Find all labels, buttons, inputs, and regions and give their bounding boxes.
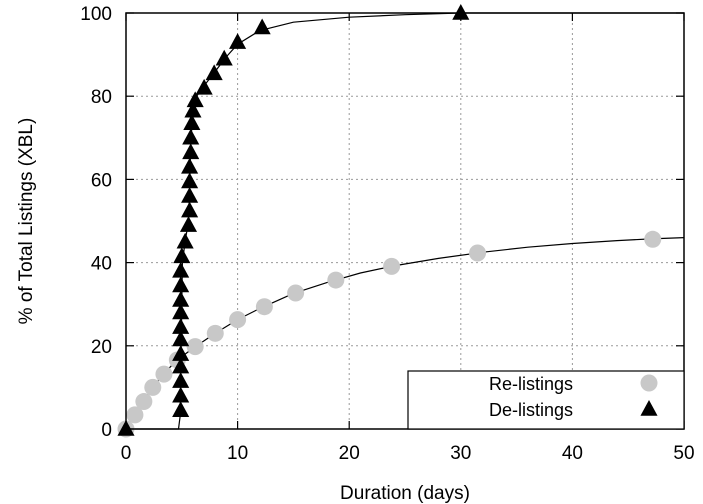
- plot-frame: [125, 12, 685, 430]
- point-delistings: [181, 187, 199, 203]
- point-delistings: [172, 261, 190, 278]
- point-relistings: [186, 338, 204, 356]
- point-delistings: [172, 291, 190, 307]
- point-delistings: [181, 157, 199, 174]
- y-tick-label: 80: [91, 87, 112, 108]
- point-relistings: [135, 393, 153, 411]
- y-tick-label: 0: [101, 420, 112, 441]
- point-delistings: [172, 276, 190, 293]
- point-relistings: [287, 284, 305, 302]
- legend-label-delistings: De-listings: [489, 400, 573, 420]
- x-axis-label: Duration (days): [340, 483, 470, 504]
- legend-marker-relistings: [640, 374, 658, 392]
- x-tick-label: 50: [673, 443, 694, 464]
- legend-markers: [640, 374, 658, 416]
- point-delistings: [183, 114, 201, 130]
- x-tick-label: 0: [121, 443, 132, 464]
- grid: [126, 13, 684, 429]
- point-delistings: [172, 318, 190, 334]
- point-delistings: [172, 401, 190, 418]
- point-delistings: [181, 172, 199, 189]
- point-delistings: [182, 128, 200, 145]
- point-relistings: [469, 244, 487, 262]
- point-delistings: [181, 201, 199, 218]
- point-relistings: [229, 311, 247, 329]
- legend: Re-listings De-listings: [407, 370, 685, 430]
- point-relistings: [126, 406, 144, 424]
- y-tick-label: 60: [91, 170, 112, 191]
- point-relistings: [383, 257, 401, 275]
- point-relistings: [255, 298, 273, 316]
- point-delistings: [229, 33, 247, 49]
- y-tick-label: 100: [80, 4, 112, 25]
- point-relistings: [206, 324, 224, 342]
- point-delistings: [172, 303, 190, 320]
- x-tick-label: 40: [562, 443, 583, 464]
- point-relistings: [155, 365, 173, 383]
- y-tick-label: 40: [91, 254, 112, 275]
- point-delistings: [172, 330, 190, 347]
- point-delistings: [172, 345, 190, 361]
- point-delistings: [215, 49, 233, 66]
- point-delistings: [182, 143, 200, 160]
- point-delistings: [173, 247, 191, 264]
- tick-labels: 0 10 20 30 40 50 0 20 40 60 80 100: [80, 4, 694, 464]
- point-delistings: [172, 386, 190, 403]
- legend-label-relistings: Re-listings: [489, 374, 573, 394]
- point-delistings: [176, 232, 194, 249]
- point-delistings: [452, 4, 470, 20]
- point-delistings: [172, 357, 190, 374]
- point-delistings: [184, 101, 202, 118]
- point-delistings: [253, 18, 271, 35]
- y-axis-label: % of Total Listings (XBL): [16, 118, 37, 325]
- y-tick-label: 20: [91, 337, 112, 358]
- point-delistings: [195, 78, 213, 95]
- markers: [117, 4, 662, 438]
- legend-marker-delistings: [640, 400, 658, 416]
- point-relistings: [644, 230, 662, 248]
- x-tick-label: 20: [339, 443, 360, 464]
- legend-box: [407, 370, 685, 430]
- point-delistings: [172, 372, 190, 388]
- point-delistings: [205, 64, 223, 81]
- point-delistings: [186, 91, 204, 108]
- point-relistings: [144, 378, 162, 396]
- point-delistings: [179, 216, 198, 232]
- x-tick-label: 10: [227, 443, 248, 464]
- point-relistings: [327, 271, 345, 289]
- x-tick-label: 30: [450, 443, 471, 464]
